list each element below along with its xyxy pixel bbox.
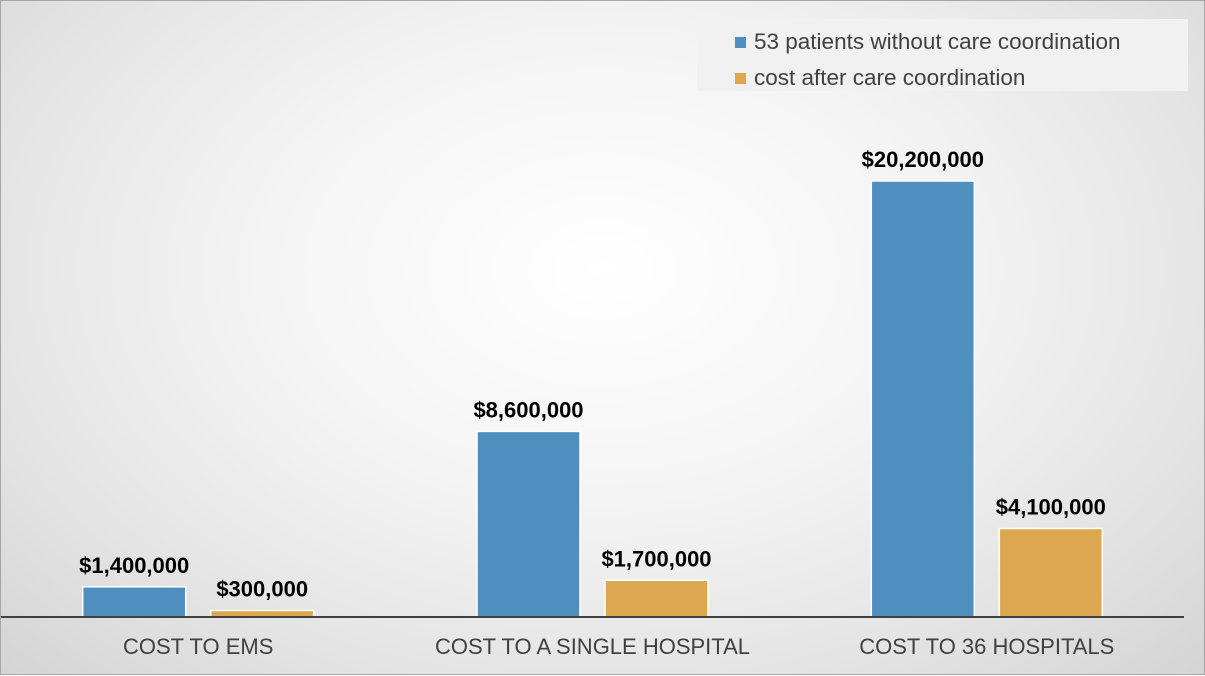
category-label-2: COST TO 36 HOSPITALS	[859, 634, 1114, 659]
data-label-without-care-2: $20,200,000	[862, 147, 984, 172]
legend-item-without-care: 53 patients without care coordination	[735, 24, 1188, 60]
category-label-0: COST TO EMS	[123, 634, 273, 659]
bar-without-care-1	[476, 430, 581, 618]
bar-after-care-1	[604, 579, 709, 618]
data-label-without-care-1: $8,600,000	[473, 397, 583, 422]
legend-label-without-care: 53 patients without care coordination	[754, 29, 1121, 54]
data-label-after-care-1: $1,700,000	[601, 546, 711, 571]
legend-item-after-care: cost after care coordination	[735, 60, 1188, 96]
bar-without-care-2	[870, 180, 976, 618]
data-label-after-care-2: $4,100,000	[996, 495, 1106, 520]
data-label-after-care-0: $300,000	[216, 577, 308, 602]
legend-label-after-care: cost after care coordination	[754, 65, 1026, 90]
bar-without-care-0	[81, 586, 187, 618]
data-label-without-care-0: $1,400,000	[79, 553, 189, 578]
legend-swatch-without-care	[735, 36, 746, 48]
legend-swatch-after-care	[735, 72, 746, 84]
category-label-1: COST TO A SINGLE HOSPITAL	[435, 634, 750, 659]
bar-after-care-2	[998, 527, 1104, 618]
legend: 53 patients without care coordination co…	[697, 19, 1188, 91]
